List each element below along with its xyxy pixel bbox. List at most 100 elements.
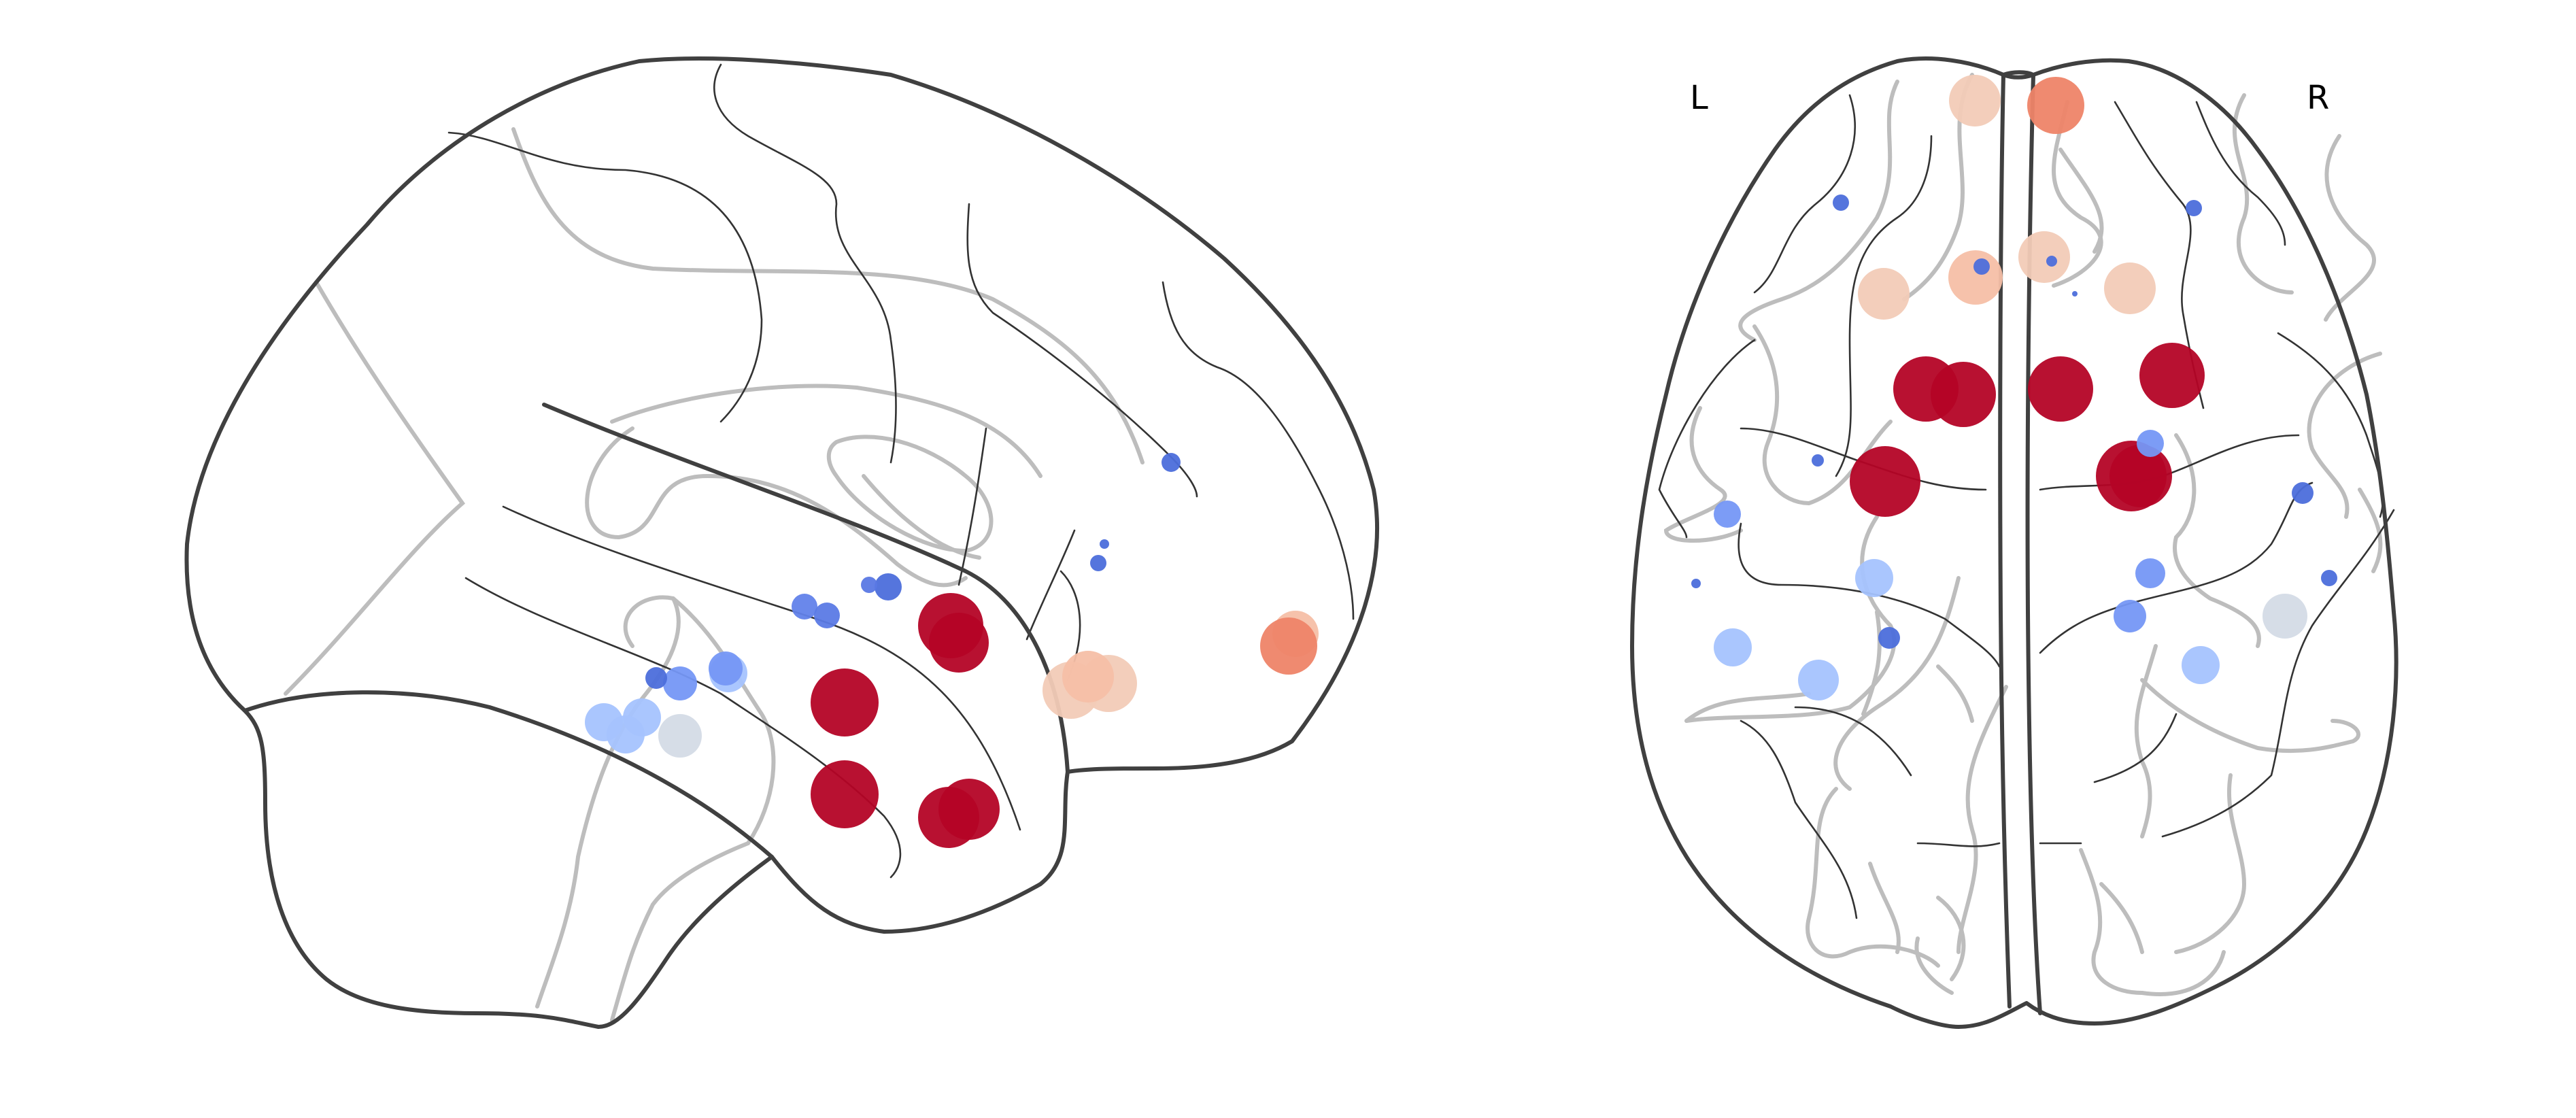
axial-light-sulcus xyxy=(1738,80,1899,342)
sagittal-dark-sulcus xyxy=(1162,281,1355,620)
sagittal-light-sulcus xyxy=(511,127,1145,464)
sagittal-node xyxy=(875,573,902,600)
axial-node xyxy=(2104,262,2156,314)
axial-node xyxy=(2114,600,2146,632)
axial-node xyxy=(2186,200,2202,216)
sagittal-light-sulcus xyxy=(610,384,1043,478)
sagittal-cerebellum-boundary xyxy=(243,690,774,859)
axial-light-sulcus xyxy=(2174,773,2247,954)
axial-node xyxy=(1858,268,1910,320)
axial-node xyxy=(2018,231,2070,283)
axial-light-sulcus xyxy=(1914,936,1954,995)
axial-light-sulcus xyxy=(2358,488,2383,573)
axial-midline-top xyxy=(2001,73,2035,80)
axial-brain-outline xyxy=(1630,56,2399,1029)
sagittal-brain-outline xyxy=(184,56,1379,1029)
sagittal-lateral-fissure xyxy=(542,403,1070,774)
axial-node xyxy=(1798,660,1839,700)
axial-dark-sulcus xyxy=(2093,713,2177,783)
axial-dark-sulcus xyxy=(2039,481,2314,654)
axial-node xyxy=(2137,430,2164,457)
axial-light-sulcus xyxy=(2232,93,2294,294)
axial-node xyxy=(2109,445,2172,507)
axial-light-sulcus xyxy=(2173,433,2261,648)
axial-light-sulcus xyxy=(1956,685,2008,954)
sagittal-node xyxy=(1162,453,1181,472)
axial-node xyxy=(2321,570,2337,586)
sagittal-light-sulcus xyxy=(284,280,466,696)
axial-light-sulcus xyxy=(1833,576,1961,791)
sagittal-node xyxy=(658,714,702,758)
sagittal-dark-sulcus xyxy=(966,203,1198,498)
axial-dark-sulcus xyxy=(1835,135,1933,477)
sagittal-light-sulcus xyxy=(826,435,994,554)
axial-light-sulcus xyxy=(1684,515,1897,723)
axial-light-sulcus xyxy=(1663,406,1743,543)
axial-light-sulcus xyxy=(1936,896,1966,981)
axial-dark-sulcus xyxy=(2195,101,2286,246)
sagittal-dark-sulcus xyxy=(447,131,763,423)
axial-light-sulcus xyxy=(2307,352,2382,519)
axial-node xyxy=(1855,559,1893,597)
axial-light-sulcus xyxy=(2058,148,2104,254)
axial-light-sulcus xyxy=(1868,862,1901,954)
sagittal-dark-sulci xyxy=(447,63,1355,879)
sagittal-node xyxy=(918,787,979,848)
axial-dark-sulcus xyxy=(2161,509,2395,838)
sagittal-node xyxy=(1260,617,1317,675)
sagittal-light-sulcus xyxy=(610,841,750,1022)
sagittal-node xyxy=(1100,539,1109,549)
sagittal-dark-sulcus xyxy=(1026,529,1076,641)
axial-node xyxy=(2139,343,2205,408)
axial-dark-sulcus xyxy=(1916,842,2001,847)
axial-light-sulcus xyxy=(2079,848,2226,996)
axial-node xyxy=(1812,454,1824,467)
axial-light-sulcus xyxy=(1861,610,1882,716)
sagittal-node xyxy=(709,651,743,685)
sagittal-dark-sulcus xyxy=(464,577,902,879)
axial-node xyxy=(2135,558,2165,588)
sagittal-node xyxy=(814,603,840,628)
sagittal-dark-sulcus xyxy=(957,427,987,586)
axial-node-layer xyxy=(1691,75,2337,700)
axial-node xyxy=(2292,482,2314,504)
sagittal-node xyxy=(1062,651,1114,702)
axial-brain-view: L R xyxy=(1630,56,2399,1029)
axial-node xyxy=(2046,256,2057,267)
axial-dark-sulcus xyxy=(1740,719,1858,919)
axial-light-sulci xyxy=(1663,73,2383,996)
axial-node xyxy=(1833,194,1849,211)
sagittal-brain-view xyxy=(184,56,1379,1029)
sagittal-dark-sulcus xyxy=(502,505,1021,831)
right-hemisphere-label: R xyxy=(2307,79,2329,117)
axial-node xyxy=(1949,75,2001,126)
left-hemisphere-label: L xyxy=(1690,79,1708,117)
sagittal-light-sulcus xyxy=(862,474,981,560)
axial-node xyxy=(1948,250,2003,305)
axial-node xyxy=(2263,594,2307,639)
axial-node xyxy=(1850,446,1920,517)
axial-light-sulcus xyxy=(2099,882,2144,954)
axial-node xyxy=(1931,362,1996,427)
axial-midline-right xyxy=(2025,73,2042,1015)
axial-light-sulcus xyxy=(2052,100,2103,288)
sagittal-node xyxy=(929,613,989,673)
axial-node xyxy=(2028,356,2093,422)
axial-light-sulcus xyxy=(1936,664,1974,723)
axial-node xyxy=(1714,501,1741,528)
sagittal-node xyxy=(1090,555,1106,571)
axial-light-sulcus xyxy=(2324,134,2376,322)
sagittal-dark-sulcus xyxy=(713,63,897,464)
sagittal-node xyxy=(607,715,645,753)
sagittal-node xyxy=(811,668,879,736)
sagittal-node xyxy=(861,577,877,593)
axial-light-sulcus xyxy=(2140,678,2360,753)
sagittal-node xyxy=(792,594,817,620)
sagittal-node xyxy=(811,760,879,828)
axial-light-sulcus xyxy=(2134,644,2158,838)
sagittal-node xyxy=(663,666,697,700)
sagittal-node-layer xyxy=(585,453,1319,848)
axial-node xyxy=(2027,77,2084,134)
sagittal-light-sulcus xyxy=(535,596,681,1009)
